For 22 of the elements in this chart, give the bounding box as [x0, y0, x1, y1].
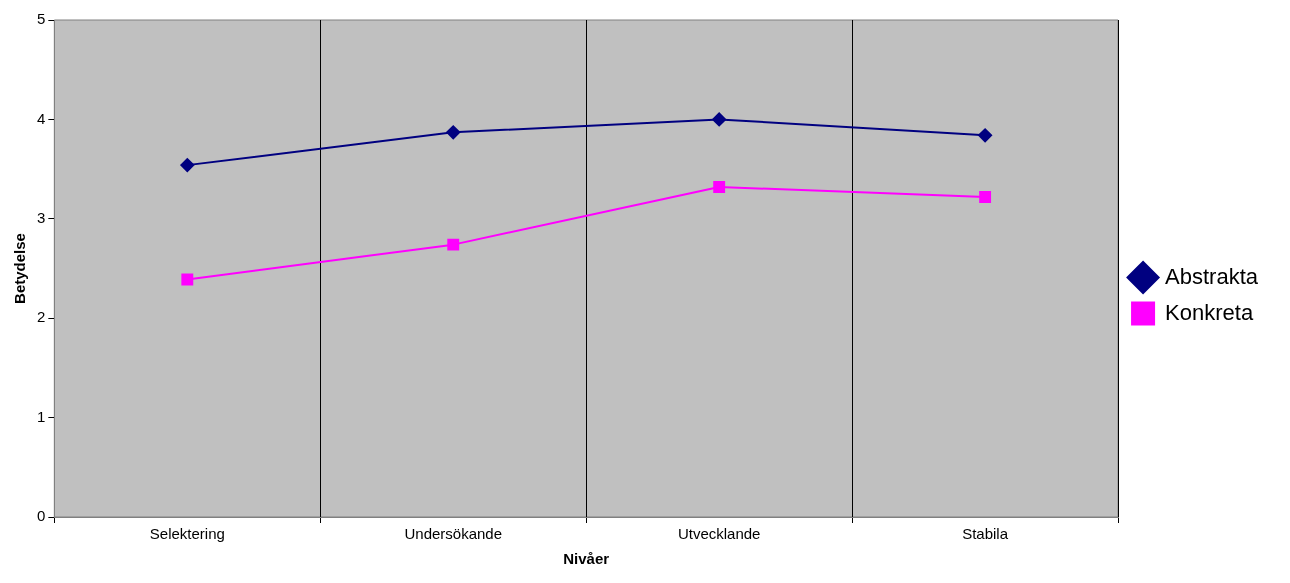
point: [712, 112, 727, 127]
point: [978, 128, 993, 143]
y-tick-label: 3: [37, 208, 46, 226]
x-axis-title: Nivåer: [563, 550, 610, 568]
point: [447, 238, 460, 251]
y-tick-label: 4: [37, 109, 46, 127]
y-tick-label: 0: [37, 507, 46, 525]
x-tick-label: Stabila: [962, 525, 1009, 543]
legend-label: Konkreta: [1165, 299, 1254, 325]
y-axis-title: Betydelse: [11, 233, 29, 304]
x-tick-label: Utvecklande: [677, 525, 761, 543]
y-tick-label: 1: [37, 407, 46, 425]
x-tick-label: Selektering: [149, 525, 225, 543]
point: [446, 125, 461, 140]
y-tick-label: 2: [37, 308, 46, 326]
point: [979, 190, 992, 203]
point: [713, 181, 726, 193]
x-tick-label: Undersökande: [404, 525, 503, 543]
point: [180, 158, 195, 173]
point: [181, 273, 194, 286]
y-tick-label: 5: [37, 10, 46, 28]
legend-label: Abstrakta: [1165, 263, 1259, 289]
